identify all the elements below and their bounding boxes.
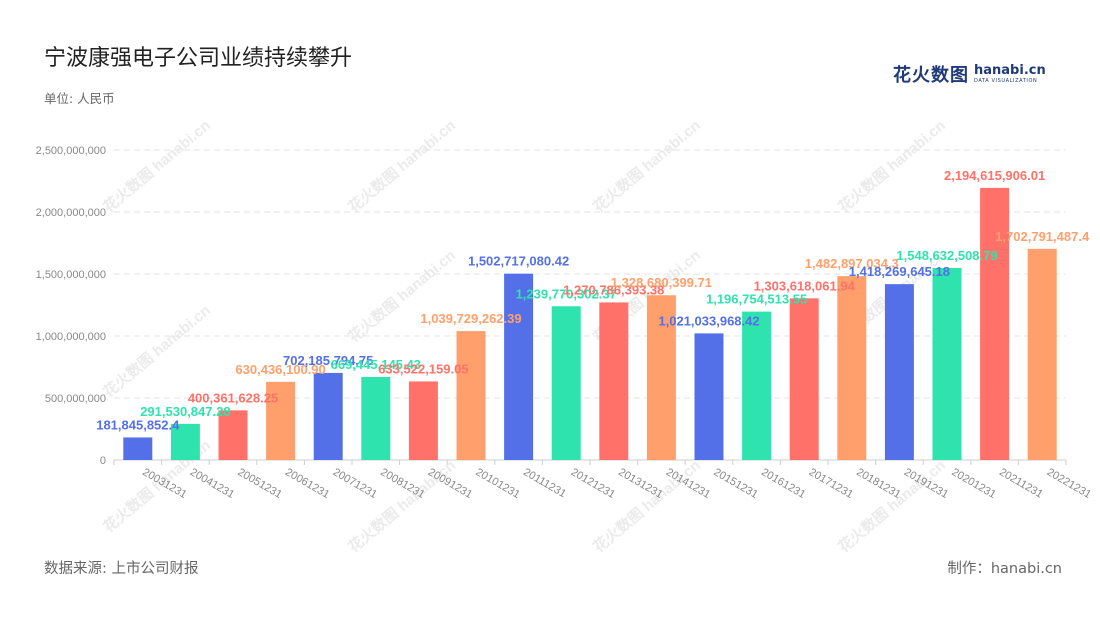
x-tick-label: 20181231 [854, 466, 902, 501]
value-labels: 181,845,852.4291,530,847.28400,361,628.2… [96, 168, 1090, 433]
bar [1027, 248, 1057, 460]
bar [170, 423, 200, 460]
value-label: 1,418,269,645.18 [849, 264, 950, 279]
bar [789, 298, 819, 460]
watermark: 花火数图 hanabi.cn [835, 116, 949, 216]
bar [742, 311, 772, 460]
bar [408, 381, 438, 460]
brand-name-cn: 花火数图 [893, 65, 969, 86]
value-label: 1,482,897,034.3 [805, 256, 899, 271]
unit-label: 单位: 人民币 [44, 91, 115, 106]
bar [551, 306, 581, 460]
data-source: 数据来源: 上市公司财报 [44, 561, 199, 577]
bar [837, 276, 867, 460]
y-axis: 0 500,000,000 1,000,000,000 1,500,000,000 2,… [36, 145, 106, 467]
watermark: 花火数图 hanabi.cn [590, 116, 704, 216]
x-tick-label: 20121231 [569, 466, 617, 501]
value-label: 1,328,680,399.71 [611, 275, 712, 290]
x-tick-label: 20131231 [616, 466, 664, 501]
bar [980, 187, 1010, 461]
x-tick-label: 20051231 [236, 466, 284, 501]
bar [599, 302, 629, 460]
bar [932, 267, 962, 460]
x-tick-label: 20171231 [807, 466, 855, 501]
value-label: 1,270,786,393.38 [563, 282, 664, 297]
y-tick-label: 2,500,000,000 [36, 145, 106, 157]
x-tick-label: 20041231 [188, 466, 236, 501]
value-label: 181,845,852.4 [96, 417, 180, 432]
watermark: 花火数图 hanabi.cn [100, 116, 214, 216]
bar [361, 376, 391, 460]
value-label: 1,548,632,508.79 [896, 248, 997, 263]
y-tick-label: 1,000,000,000 [36, 331, 106, 343]
brand-subtitle: DATA VISUALIZATION [974, 78, 1038, 84]
watermark: 花火数图 hanabi.cn [590, 456, 704, 556]
x-axis: 20031231 20041231 20051231 20061231 20071231… [113, 460, 1093, 501]
brand-name-en: hanabi.cn [974, 63, 1046, 78]
brand-logo: 花火数图 hanabi.cn DATA VISUALIZATION [893, 61, 1046, 87]
x-tick-label: 20061231 [283, 466, 331, 501]
value-label: 1,702,791,487.4 [995, 229, 1090, 244]
chart-title: 宁波康强电子公司业绩持续攀升 [44, 46, 353, 71]
watermark: 花火数图 hanabi.cn [835, 456, 949, 556]
value-label: 1,239,770,302.37 [516, 286, 617, 301]
maker-credit: 制作：hanabi.cn [947, 561, 1062, 577]
bar [646, 295, 676, 460]
value-label: 1,303,618,061.94 [754, 278, 856, 293]
bar [884, 284, 914, 460]
bar [313, 372, 343, 460]
watermark: 花火数图 hanabi.cn [100, 301, 214, 401]
x-tick-label: 20161231 [759, 466, 807, 501]
y-tick-label: 0 [100, 455, 106, 467]
x-tick-label: 20211231 [997, 466, 1045, 500]
bar [123, 437, 153, 460]
value-label: 1,196,754,513.55 [706, 292, 807, 307]
x-tick-label: 20111231 [521, 466, 568, 500]
bar [218, 410, 248, 460]
x-tick-label: 20071231 [331, 466, 379, 501]
y-tick-label: 2,000,000,000 [36, 207, 106, 219]
value-label: 702,185,794.75 [283, 353, 373, 368]
value-label: 1,021,033,968.42 [658, 313, 759, 328]
x-tick-label: 20201231 [950, 466, 998, 501]
value-label: 1,502,717,080.42 [468, 254, 569, 269]
bar [694, 333, 724, 460]
bar-series [123, 187, 1057, 461]
y-tick-label: 500,000,000 [45, 393, 106, 405]
value-label: 291,530,847.28 [140, 404, 230, 419]
watermark: 花火数图 hanabi.cn [345, 246, 459, 346]
y-tick-label: 1,500,000,000 [36, 269, 106, 281]
value-label: 2,194,615,906.01 [944, 168, 1045, 183]
bar [456, 331, 486, 460]
x-tick-label: 20221231 [1045, 466, 1093, 501]
value-label: 630,436,100.90 [235, 362, 325, 377]
value-label: 633,522,159.05 [378, 361, 468, 376]
value-label: 1,039,729,262.39 [420, 311, 521, 326]
bar [504, 273, 534, 460]
value-label: 400,361,628.25 [188, 390, 278, 405]
watermark: 花火数图 hanabi.cn [345, 116, 459, 216]
bar [266, 381, 296, 460]
x-tick-label: 20151231 [712, 466, 760, 501]
grid-lines [114, 149, 1066, 461]
value-label: 669,445,145.43 [331, 357, 421, 372]
x-tick-label: 20101231 [474, 466, 522, 501]
